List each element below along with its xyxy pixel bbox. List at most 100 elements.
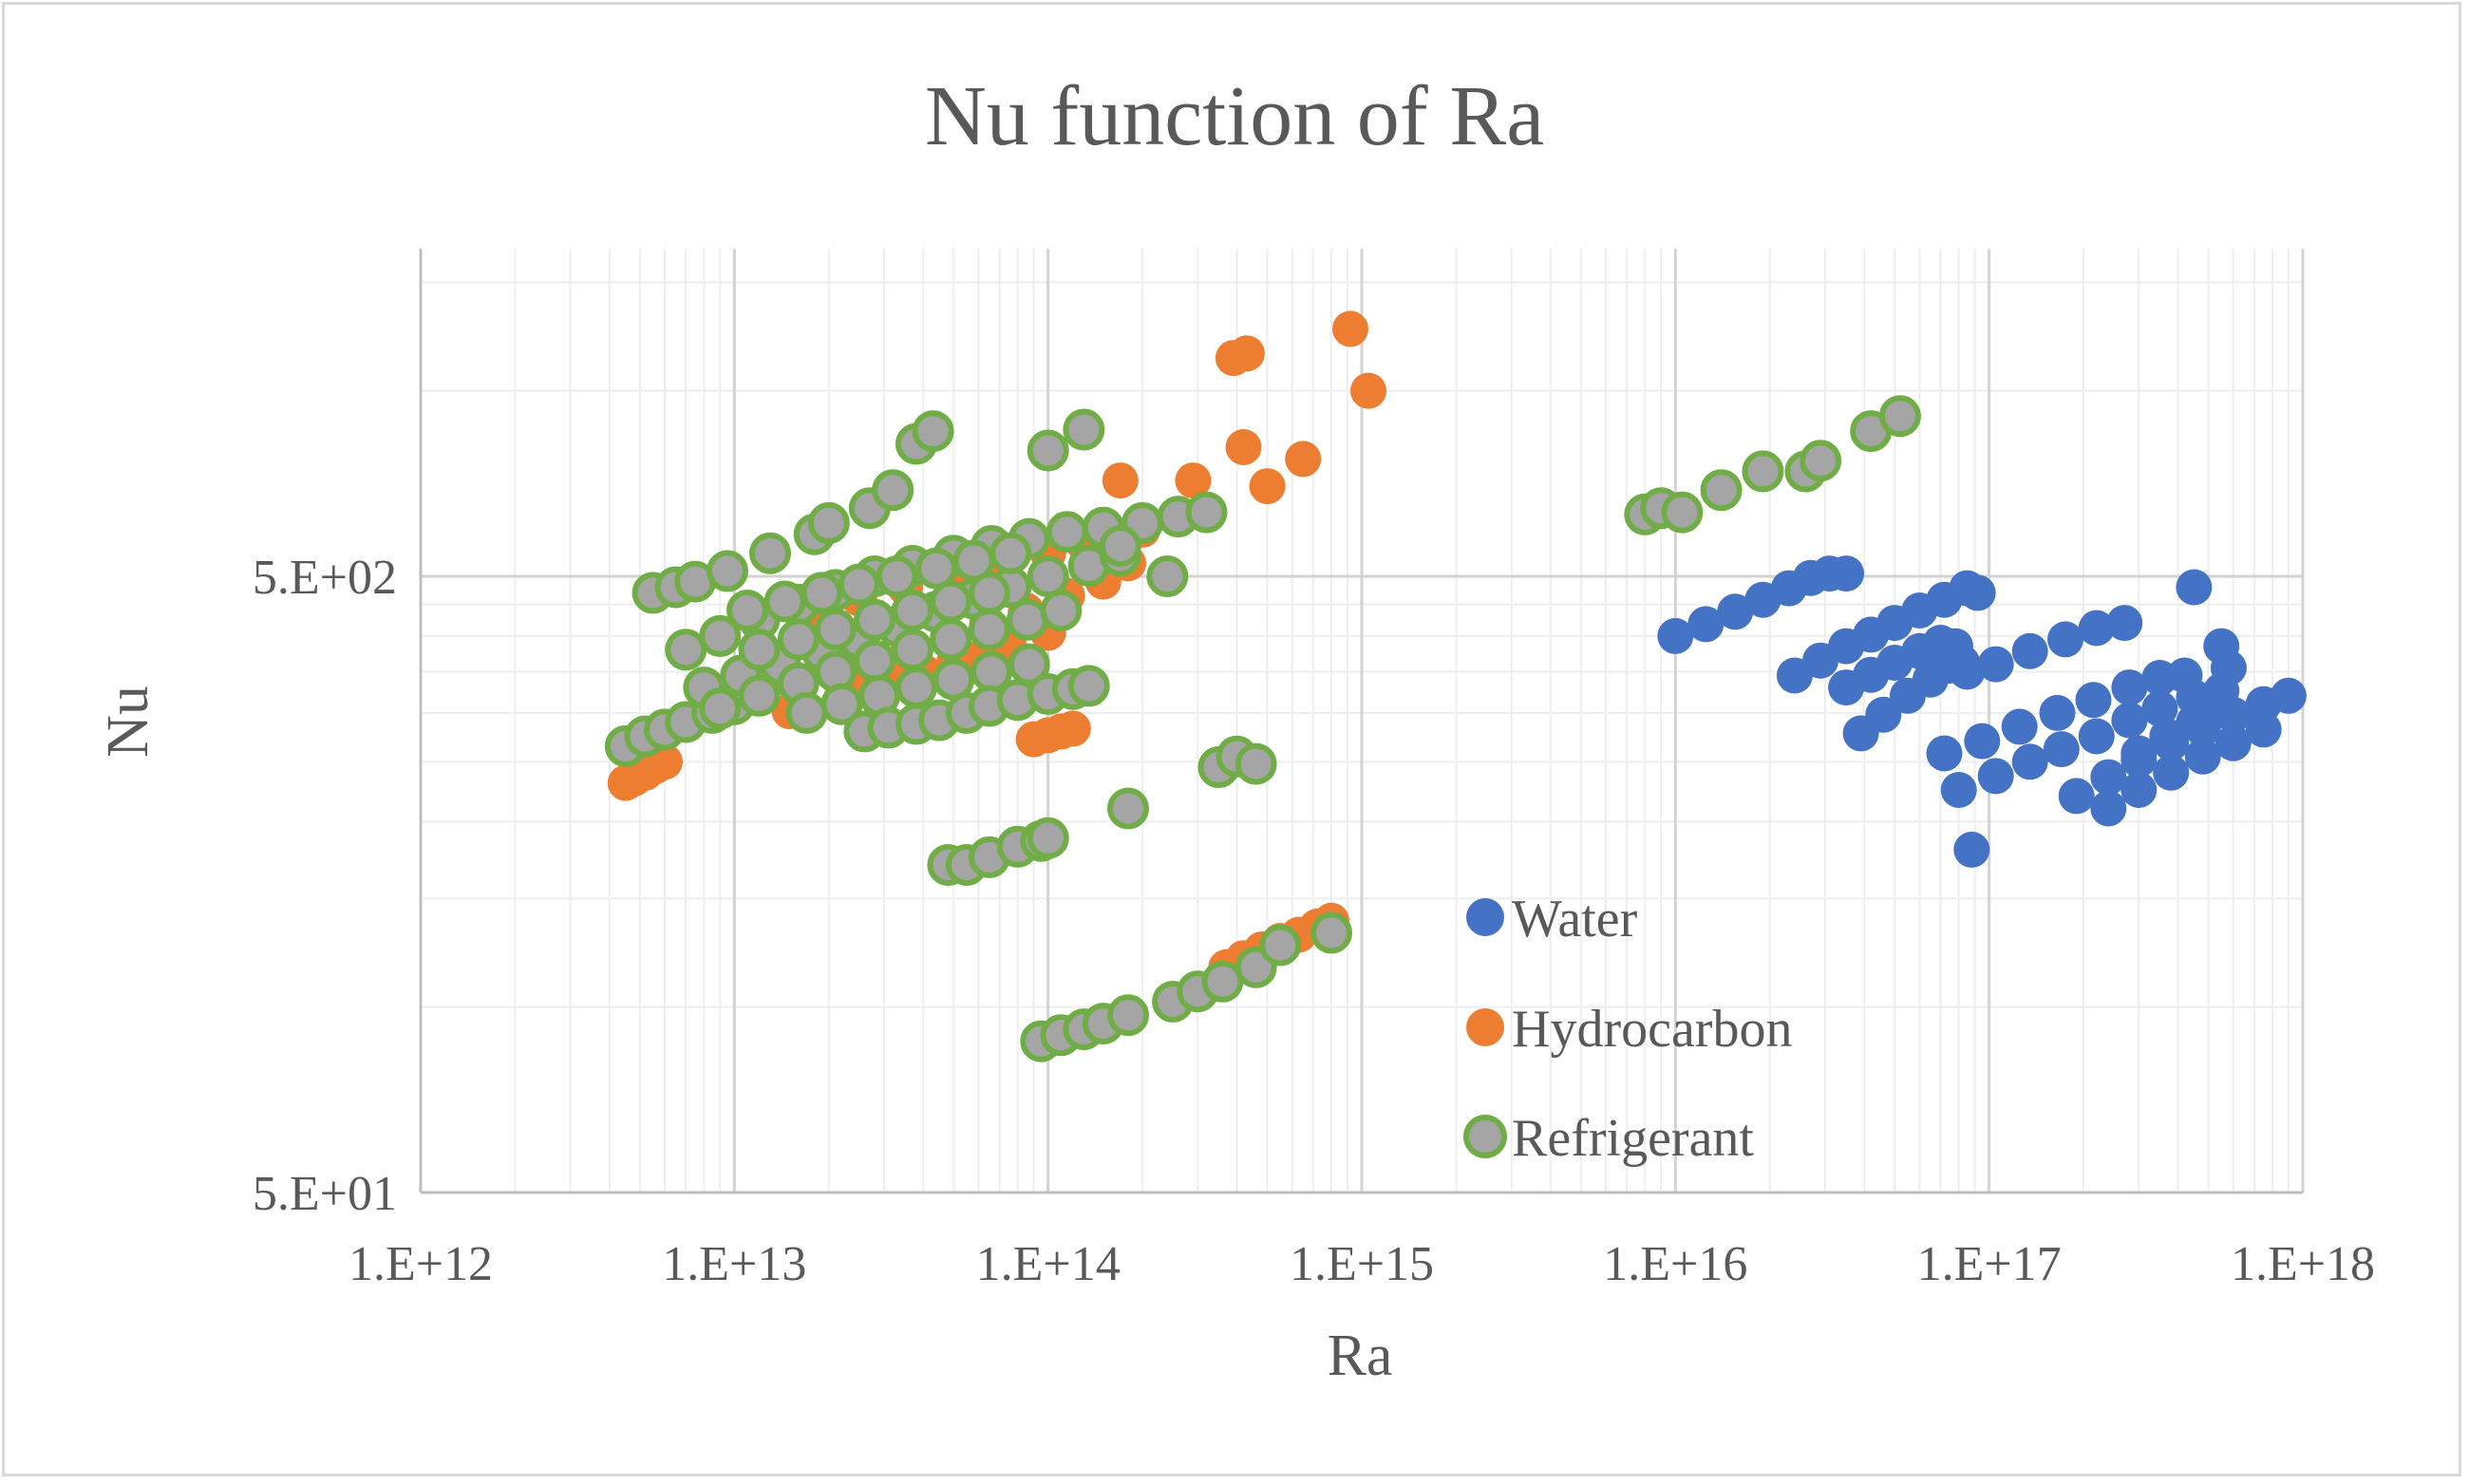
data-point (1067, 665, 1110, 707)
legend: Water Hydrocarbon Refrigerant (1463, 890, 1792, 1168)
data-point (2090, 759, 2127, 796)
data-point (912, 410, 954, 453)
data-point (2106, 605, 2143, 642)
data-point (854, 598, 895, 641)
data-point (1964, 723, 2001, 760)
data-point (1940, 772, 1977, 808)
data-point (2141, 690, 2178, 727)
data-point (2270, 677, 2307, 714)
data-point (2120, 772, 2158, 808)
legend-marker (1466, 898, 1504, 936)
data-point (2176, 569, 2213, 606)
data-point (1099, 525, 1141, 567)
data-point (1107, 994, 1149, 1037)
data-point (1285, 441, 1322, 478)
data-point (1828, 555, 1865, 592)
data-point (738, 674, 781, 717)
data-point (738, 629, 781, 671)
data-point (2039, 694, 2076, 731)
data-point (1063, 408, 1105, 451)
data-point (1717, 593, 1754, 630)
x-tick-label: 1.E+12 (349, 1237, 493, 1291)
data-point (699, 687, 742, 730)
data-point (872, 469, 914, 512)
x-tick-label: 1.E+14 (976, 1237, 1121, 1291)
data-point (2197, 690, 2234, 727)
data-point (726, 590, 768, 631)
data-point (2111, 669, 2148, 706)
data-point (1007, 598, 1048, 641)
data-point (807, 501, 850, 544)
data-point (1225, 429, 1262, 465)
data-point (854, 639, 895, 682)
y-tick-label: 5.E+01 (253, 1167, 397, 1221)
x-tick-label: 1.E+18 (2231, 1237, 2375, 1291)
data-point (1687, 606, 1725, 643)
data-point (1977, 758, 2014, 795)
data-point (2149, 718, 2186, 755)
data-point (1700, 469, 1743, 512)
data-point (2078, 718, 2115, 755)
data-point (1977, 646, 2014, 683)
x-tick-label: 1.E+16 (1603, 1237, 1747, 1291)
data-point (665, 629, 707, 671)
data-point (1054, 710, 1091, 747)
data-point (1040, 590, 1083, 631)
legend-label: Hydrocarbon (1512, 1000, 1792, 1059)
data-point (968, 572, 1010, 614)
legend-label: Water (1512, 890, 1638, 949)
data-point (2075, 682, 2112, 719)
data-point (785, 691, 828, 734)
chart-title: Nu function of Ra (925, 69, 1544, 163)
series-refrigerant (604, 395, 1921, 1062)
data-point (968, 608, 1010, 650)
data-point (1146, 555, 1189, 597)
data-point (1008, 643, 1050, 686)
data-point (1107, 787, 1149, 830)
data-point (1102, 462, 1139, 499)
data-point (1865, 696, 1902, 733)
data-point (1234, 742, 1277, 785)
data-point (2001, 708, 2038, 745)
y-axis-label: Nu (96, 686, 160, 758)
data-point (820, 683, 863, 725)
data-point (699, 614, 742, 657)
data-point (1201, 960, 1244, 1003)
y-tick-label: 5.E+02 (253, 551, 397, 605)
data-point (1661, 491, 1704, 534)
data-point (1800, 440, 1842, 482)
data-point (2210, 649, 2247, 686)
legend-marker (1466, 1008, 1504, 1046)
x-tick-label: 1.E+13 (662, 1237, 806, 1291)
data-point (1953, 831, 1990, 868)
data-point (1926, 735, 1963, 772)
data-point (914, 547, 957, 590)
data-point (2153, 754, 2190, 791)
data-point (1878, 395, 1921, 438)
data-points (604, 310, 2307, 1062)
data-point (1027, 429, 1069, 472)
data-point (2011, 743, 2048, 780)
x-tick-labels: 1.E+12 1.E+13 1.E+14 1.E+15 1.E+16 1.E+17 1.E+… (349, 1237, 2375, 1291)
data-point (1310, 911, 1352, 954)
data-point (777, 618, 820, 661)
data-point (1027, 817, 1069, 859)
legend-marker (1463, 1115, 1507, 1158)
data-point (801, 572, 843, 614)
data-point (989, 532, 1032, 574)
data-point (2120, 735, 2158, 772)
data-point (892, 590, 933, 631)
data-point (749, 532, 791, 574)
data-point (1949, 653, 1986, 690)
data-point (2058, 778, 2095, 815)
data-point (707, 550, 748, 592)
data-point (1185, 491, 1228, 534)
data-point (930, 618, 972, 661)
data-point (1046, 511, 1088, 554)
data-point (895, 667, 937, 709)
data-point (1175, 462, 1212, 499)
x-tick-label: 1.E+15 (1290, 1237, 1434, 1291)
data-point (2047, 621, 2083, 658)
data-point (2078, 610, 2115, 647)
